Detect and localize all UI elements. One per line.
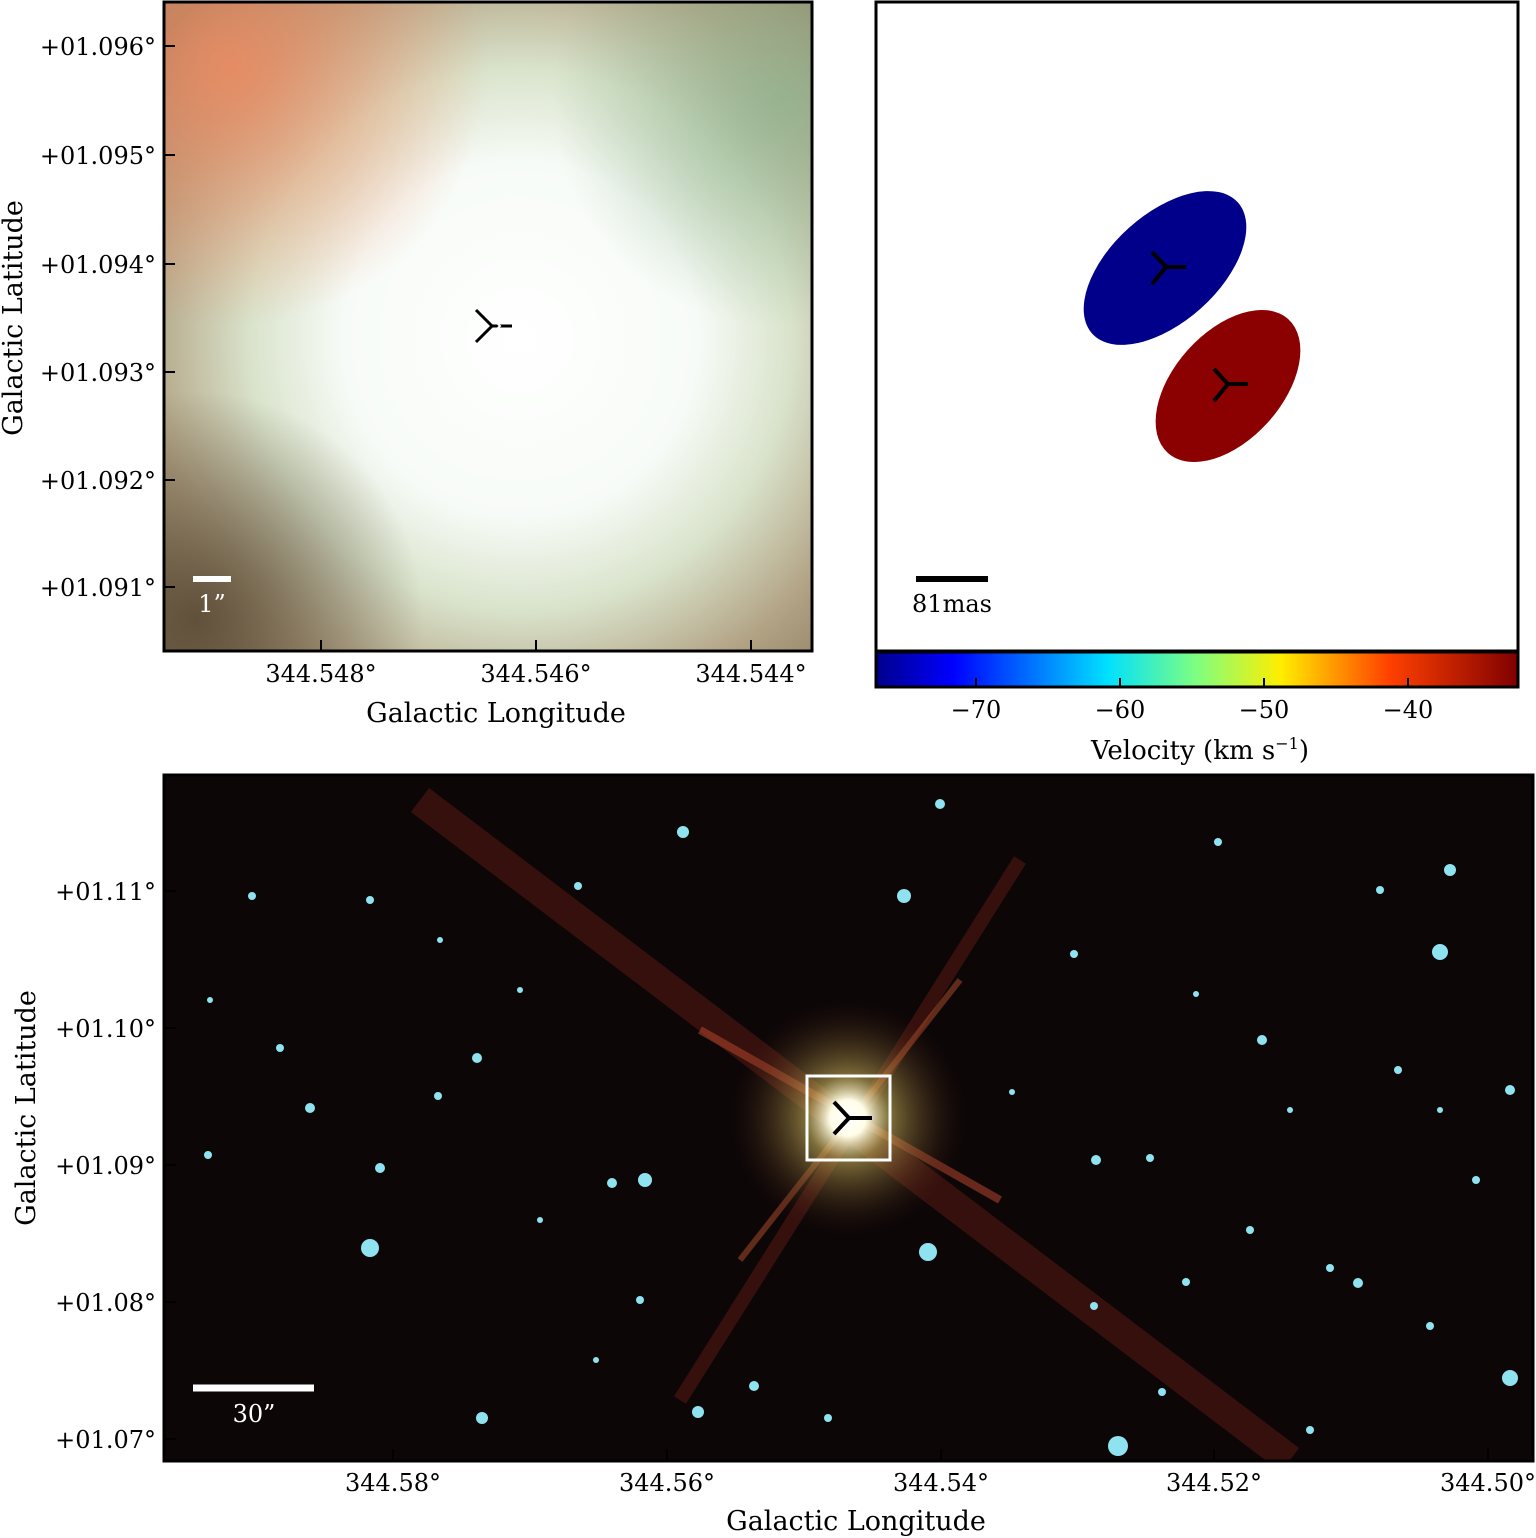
colorbar-tick: −40 xyxy=(1383,696,1434,724)
panel-a-x-tick: 344.546° xyxy=(480,660,591,688)
blue-component-marker-icon xyxy=(1150,250,1186,286)
panel-c-y-tick: +01.10° xyxy=(55,1015,156,1043)
panel-a-x-tick: 344.548° xyxy=(265,660,376,688)
panel-a-x-label: Galactic Longitude xyxy=(366,698,626,729)
colorbar-tick: −60 xyxy=(1095,696,1146,724)
panel-c-x-label: Galactic Longitude xyxy=(726,1506,986,1537)
panel-c-y-tick: +01.07° xyxy=(55,1426,156,1454)
panel-b-maser-spots: 81mas −70 −60 −50 −40 Velocity (km s−1) xyxy=(874,0,1520,766)
panel-a-y-tick: +01.091° xyxy=(40,574,156,602)
colorbar-tick: −70 xyxy=(951,696,1002,724)
panel-a-y-tick: +01.093° xyxy=(40,359,156,387)
panel-a-scale-label: 1” xyxy=(198,590,226,618)
panel-a-zoom-image: 1” +01.096° +01.095° +01.094° +01.093° +… xyxy=(0,0,814,729)
panel-a-frame xyxy=(162,0,814,653)
red-component-marker-icon xyxy=(1212,367,1248,403)
panel-b-scale-label: 81mas xyxy=(912,590,992,618)
panel-c-x-tick: 344.58° xyxy=(345,1469,441,1497)
colorbar-tick: −50 xyxy=(1239,696,1290,724)
panel-c-y-tick: +01.09° xyxy=(55,1152,156,1180)
panel-c-wide-field-image: 30” +01.11° +01.10° +01.09° +01.08° +01.… xyxy=(11,773,1536,1537)
panel-c-x-tick: 344.50° xyxy=(1440,1469,1536,1497)
panel-c-y-tick: +01.11° xyxy=(55,878,156,906)
panel-c-scale-label: 30” xyxy=(233,1400,276,1428)
panel-a-y-tick: +01.092° xyxy=(40,467,156,495)
panel-a-y-label: Galactic Latitude xyxy=(0,200,29,436)
panel-c-y-tick: +01.08° xyxy=(55,1289,156,1317)
panel-a-x-tick: 344.544° xyxy=(695,660,806,688)
panel-c-x-tick: 344.54° xyxy=(893,1469,989,1497)
panel-a-source-marker-icon xyxy=(474,308,512,344)
zoom-region-box xyxy=(805,1074,892,1162)
panel-c-x-tick: 344.52° xyxy=(1166,1469,1262,1497)
field-stars xyxy=(204,799,1518,1456)
panel-c-x-tick: 344.56° xyxy=(619,1469,715,1497)
velocity-colorbar xyxy=(874,650,1520,689)
panel-b-frame xyxy=(874,0,1520,653)
panel-a-y-tick: +01.095° xyxy=(40,142,156,170)
panel-c-frame xyxy=(162,773,1535,1463)
colorbar-label: Velocity (km s−1) xyxy=(1090,734,1309,766)
panel-a-y-tick: +01.094° xyxy=(40,251,156,279)
panel-c-y-label: Galactic Latitude xyxy=(11,990,42,1226)
panel-c-source-marker-icon xyxy=(832,1100,872,1136)
panel-a-y-tick: +01.096° xyxy=(40,33,156,61)
